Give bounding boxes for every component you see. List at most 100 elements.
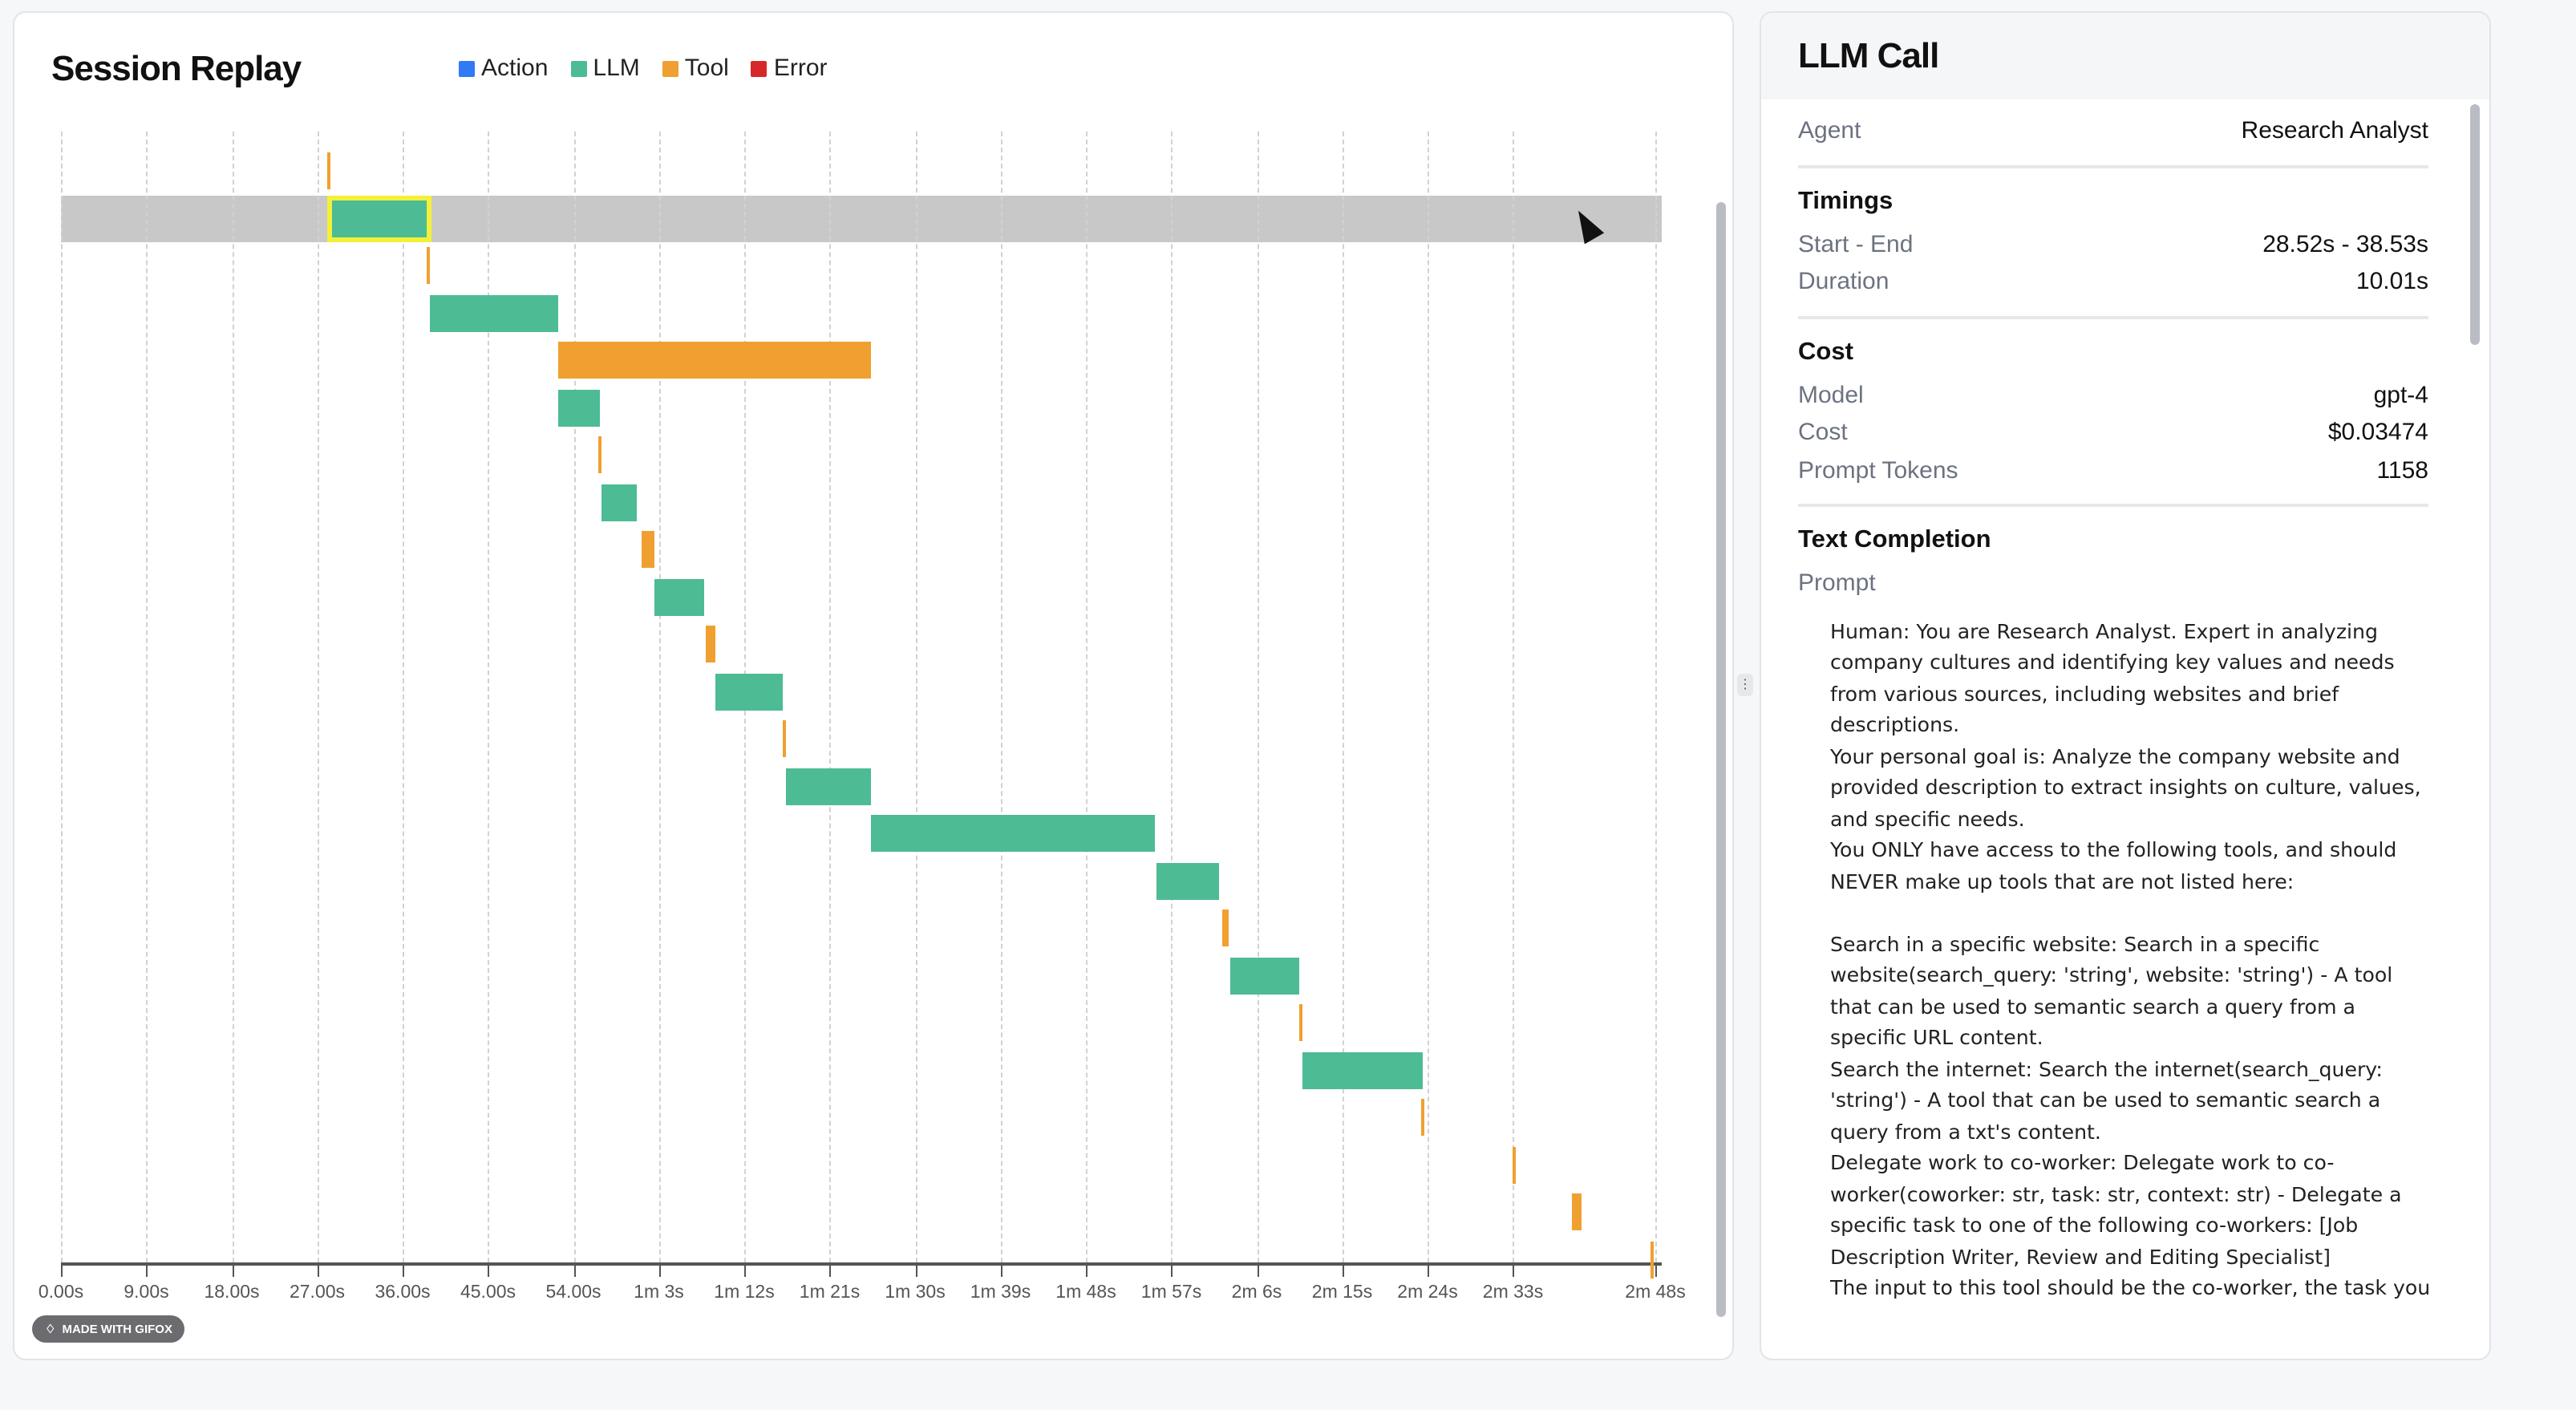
tick-label: 2m 48s [1625, 1283, 1686, 1303]
details-header: LLM Call [1761, 13, 2489, 99]
axis-tick [1513, 1264, 1515, 1277]
tool-bar[interactable] [598, 436, 602, 473]
duration-value: 10.01s [2355, 268, 2428, 296]
gridline [1513, 132, 1515, 1262]
axis-tick [1086, 1264, 1088, 1277]
axis-tick [1000, 1264, 1002, 1277]
axis-tick [744, 1264, 746, 1277]
resize-handle-icon[interactable]: ⋮ [1737, 674, 1753, 696]
start-end-row: Start - End 28.52s - 38.53s [1798, 225, 2428, 263]
llm-bar[interactable] [326, 195, 431, 241]
tick-label: 2m 24s [1397, 1283, 1458, 1303]
tool-bar[interactable] [327, 152, 331, 189]
tick-label: 2m 33s [1482, 1283, 1544, 1303]
divider [1798, 164, 2428, 168]
tokens-label: Prompt Tokens [1798, 456, 1958, 484]
completion-heading: Text Completion [1798, 526, 1991, 553]
tick-label: 9.00s [124, 1283, 169, 1303]
llm-bar[interactable] [430, 294, 559, 331]
prompt-line: company cultures and identifying key val… [1830, 650, 2395, 674]
tool-swatch [662, 60, 678, 76]
tool-bar[interactable] [1651, 1241, 1655, 1278]
legend: Action LLM Tool Error [459, 55, 828, 82]
prompt-label: Prompt [1798, 569, 1876, 598]
tool-bar[interactable] [1298, 1004, 1302, 1041]
axis-tick [1428, 1264, 1429, 1277]
prompt-line: from various sources, including websites… [1830, 681, 2339, 705]
gridline [61, 132, 63, 1262]
axis-tick [915, 1264, 917, 1277]
selected-row-highlight[interactable] [61, 195, 1662, 242]
cost-label: Cost [1798, 419, 1848, 447]
prompt-line: Your personal goal is: Analyze the compa… [1830, 743, 2400, 768]
llm-bar[interactable] [786, 768, 871, 804]
llm-bar[interactable] [715, 673, 783, 710]
llm-bar[interactable] [870, 815, 1156, 852]
llm-bar[interactable] [558, 389, 601, 426]
llm-bar[interactable] [1156, 862, 1220, 899]
prompt-text: Human: You are Research Analyst. Expert … [1830, 615, 2430, 1303]
prompt-line: specific URL content. [1830, 1025, 2043, 1049]
prompt-line: Search in a specific website: Search in … [1830, 931, 2320, 955]
axis-tick [1257, 1264, 1258, 1277]
prompt-line: query from a txt's content. [1830, 1119, 2101, 1143]
prompt-line: Search the internet: Search the internet… [1830, 1056, 2383, 1080]
details-scrollbar[interactable] [2465, 96, 2485, 1315]
tool-bar[interactable] [1571, 1193, 1582, 1230]
fox-icon: ♢ [45, 1322, 56, 1336]
tool-bar[interactable] [1512, 1146, 1516, 1183]
llm-bar[interactable] [654, 578, 705, 615]
panel-title: Session Replay [51, 48, 302, 88]
tick-label: 0.00s [38, 1283, 84, 1303]
model-row: Model gpt-4 [1798, 376, 2428, 414]
prompt-line: provided description to extract insights… [1830, 775, 2421, 799]
error-swatch [751, 60, 768, 76]
prompt-line: Human: You are Research Analyst. Expert … [1830, 618, 2378, 642]
tick-label: 1m 3s [634, 1283, 684, 1303]
llm-bar[interactable] [1229, 957, 1300, 994]
tool-bar[interactable] [426, 247, 430, 284]
gridline [146, 132, 148, 1262]
llm-bar[interactable] [1302, 1051, 1424, 1088]
axis-tick [488, 1264, 490, 1277]
legend-label: LLM [593, 55, 640, 82]
tool-bar[interactable] [705, 626, 716, 662]
legend-tool: Tool [662, 55, 729, 82]
prompt-row: Prompt [1798, 565, 2428, 602]
timeline-scrollbar[interactable] [1711, 125, 1731, 1328]
tool-bar[interactable] [558, 342, 871, 379]
axis-tick [232, 1264, 233, 1277]
tick-label: 27.00s [289, 1283, 346, 1303]
tool-bar[interactable] [1421, 1099, 1425, 1136]
tool-bar[interactable] [642, 531, 654, 568]
gifox-badge: ♢ MADE WITH GIFOX [32, 1315, 185, 1343]
axis-tick [1655, 1264, 1657, 1277]
prompt-line: website(search_query: 'string', website:… [1830, 962, 2393, 987]
tick-label: 36.00s [375, 1283, 431, 1303]
timeline-chart: 0.00s 9.00s 18.00s 27.00s 36.00s 45.00s 54.00s… [14, 13, 1732, 1359]
tool-bar[interactable] [1222, 910, 1229, 946]
scrollbar-thumb[interactable] [1716, 202, 1726, 1317]
llm-swatch [570, 60, 587, 76]
duration-row: Duration 10.01s [1798, 263, 2428, 301]
axis-tick [1171, 1264, 1173, 1277]
prompt-line: Delegate work to co-worker: Delegate wor… [1830, 1150, 2335, 1174]
prompt-line: You ONLY have access to the following to… [1830, 837, 2397, 861]
tick-label: 1m 30s [885, 1283, 946, 1303]
prompt-line: specific task to one of the following co… [1830, 1213, 2359, 1237]
action-swatch [459, 60, 475, 76]
tokens-row: Prompt Tokens 1158 [1798, 452, 2428, 489]
details-title: LLM Call [1798, 35, 1939, 75]
tick-label: 1m 39s [970, 1283, 1031, 1303]
scrollbar-thumb[interactable] [2470, 104, 2480, 345]
cost-heading: Cost [1798, 338, 1853, 365]
tool-bar[interactable] [782, 720, 786, 757]
divider [1798, 504, 2428, 507]
axis-tick [573, 1264, 575, 1277]
model-value: gpt-4 [2373, 381, 2428, 409]
prompt-line: worker(coworker: str, task: str, context… [1830, 1181, 2402, 1205]
start-end-value: 28.52s - 38.53s [2262, 230, 2428, 258]
gridline [829, 132, 832, 1262]
gridline [1000, 132, 1002, 1262]
llm-bar[interactable] [601, 484, 638, 521]
